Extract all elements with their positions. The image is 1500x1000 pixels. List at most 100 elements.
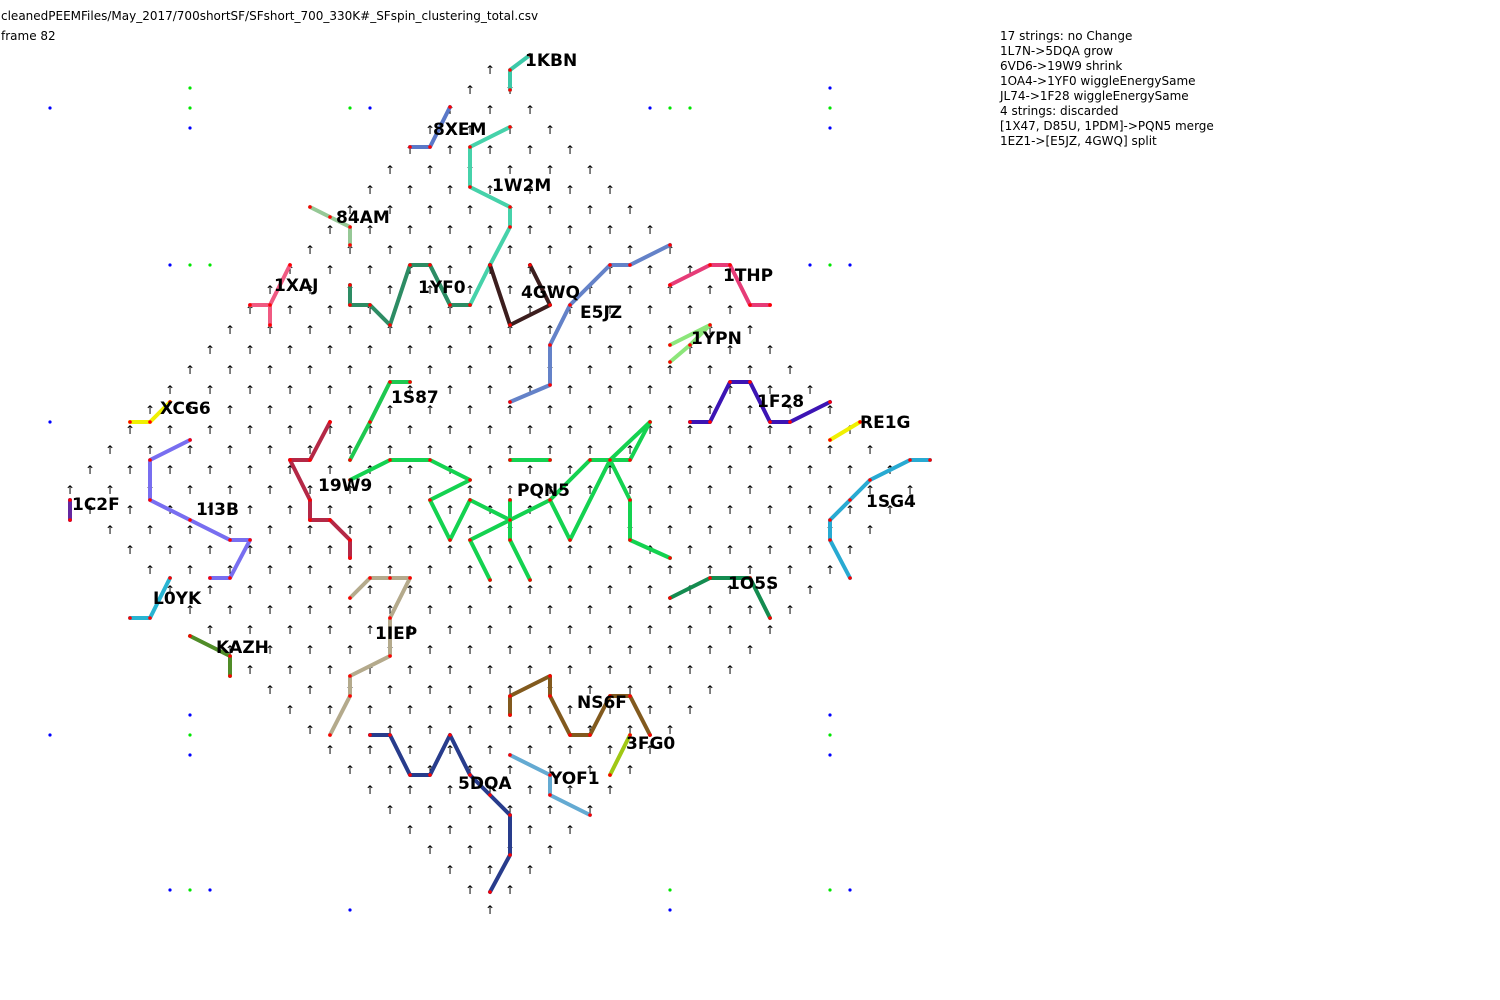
spin-arrow: ↑	[285, 663, 295, 677]
string-label: 1KBN	[525, 51, 577, 71]
spin-arrow: ↑	[525, 543, 535, 557]
spin-arrow: ↑	[405, 623, 415, 637]
string-node	[348, 283, 352, 287]
spin-arrow: ↑	[85, 503, 95, 517]
string-label: 1SG4	[866, 492, 916, 512]
spin-arrow: ↑	[765, 383, 775, 397]
spin-arrow: ↑	[545, 403, 555, 417]
string-l0yk	[128, 576, 172, 620]
spin-arrow: ↑	[525, 343, 535, 357]
string-node	[668, 556, 672, 560]
spin-arrow: ↑	[445, 143, 455, 157]
spin-arrow: ↑	[245, 543, 255, 557]
string-label: 1IEP	[375, 624, 417, 644]
spin-arrow: ↑	[325, 343, 335, 357]
spin-arrow: ↑	[525, 463, 535, 477]
spin-arrow: ↑	[605, 583, 615, 597]
spin-arrow: ↑	[385, 803, 395, 817]
spin-arrow: ↑	[545, 483, 555, 497]
spin-arrow: ↑	[365, 703, 375, 717]
spin-arrow: ↑	[385, 363, 395, 377]
string-1o5s	[668, 576, 772, 620]
spin-arrow: ↑	[565, 423, 575, 437]
spin-arrow: ↑	[485, 663, 495, 677]
spin-arrow: ↑	[625, 643, 635, 657]
spin-arrow: ↑	[545, 443, 555, 457]
spin-arrow: ↑	[625, 723, 635, 737]
string-node	[468, 773, 472, 777]
spin-arrow: ↑	[625, 323, 635, 337]
string-segment	[348, 380, 412, 462]
string-node	[348, 556, 352, 560]
spin-arrow: ↑	[365, 223, 375, 237]
spin-arrow: ↑	[225, 643, 235, 657]
string-yof1	[508, 753, 592, 817]
spin-arrow: ↑	[345, 643, 355, 657]
spin-arrow: ↑	[545, 283, 555, 297]
string-node	[828, 438, 832, 442]
spin-arrow: ↑	[665, 323, 675, 337]
spin-arrow: ↑	[545, 123, 555, 137]
string-8xem	[408, 105, 452, 149]
string-node	[688, 343, 692, 347]
string-1sg4	[828, 458, 932, 580]
string-1f28	[688, 380, 832, 424]
spin-arrow: ↑	[365, 623, 375, 637]
spin-arrow: ↑	[585, 443, 595, 457]
spin-arrow: ↑	[445, 263, 455, 277]
spin-arrow: ↑	[665, 243, 675, 257]
spin-arrow: ↑	[525, 303, 535, 317]
spin-arrow: ↑	[305, 323, 315, 337]
spin-arrow: ↑	[265, 323, 275, 337]
boundary-dot	[668, 908, 672, 912]
spin-arrow: ↑	[405, 423, 415, 437]
spin-arrow: ↑	[645, 623, 655, 637]
string-node	[648, 733, 652, 737]
spin-arrow: ↑	[525, 663, 535, 677]
spin-arrow: ↑	[645, 583, 655, 597]
spin-arrow: ↑	[365, 543, 375, 557]
spin-arrow: ↑	[345, 443, 355, 457]
spin-arrow: ↑	[325, 463, 335, 477]
spin-arrow: ↑	[585, 323, 595, 337]
spin-arrow: ↑	[405, 383, 415, 397]
spin-arrow: ↑	[465, 803, 475, 817]
spin-arrow: ↑	[265, 563, 275, 577]
spin-arrow: ↑	[745, 443, 755, 457]
boundary-dot	[48, 420, 52, 424]
spin-arrow: ↑	[525, 703, 535, 717]
string-node	[148, 616, 152, 620]
spin-arrow: ↑	[425, 803, 435, 817]
spin-arrow: ↑	[605, 463, 615, 477]
spin-arrow: ↑	[445, 663, 455, 677]
string-node	[348, 596, 352, 600]
spin-arrow: ↑	[765, 423, 775, 437]
string-node	[608, 458, 612, 462]
string-node	[548, 793, 552, 797]
spin-arrow: ↑	[425, 683, 435, 697]
string-node	[508, 323, 512, 327]
string-node	[348, 458, 352, 462]
spin-arrow: ↑	[405, 743, 415, 757]
spin-arrow: ↑	[245, 663, 255, 677]
spin-arrow: ↑	[185, 523, 195, 537]
spin-arrow: ↑	[285, 263, 295, 277]
string-node	[328, 733, 332, 737]
spin-arrow: ↑	[225, 443, 235, 457]
spin-arrow: ↑	[425, 643, 435, 657]
string-node	[468, 498, 472, 502]
spin-arrow: ↑	[525, 143, 535, 157]
boundary-dot	[828, 86, 832, 90]
string-node	[508, 458, 512, 462]
boundary-dot	[828, 106, 832, 110]
spin-arrow: ↑	[385, 163, 395, 177]
string-label: 1F28	[757, 392, 804, 412]
spin-arrow: ↑	[405, 183, 415, 197]
spin-arrow: ↑	[305, 723, 315, 737]
string-node	[848, 498, 852, 502]
string-label: PQN5	[517, 481, 570, 501]
spin-arrow: ↑	[665, 603, 675, 617]
spin-arrow: ↑	[425, 843, 435, 857]
spin-arrow: ↑	[485, 423, 495, 437]
spin-arrow: ↑	[565, 463, 575, 477]
